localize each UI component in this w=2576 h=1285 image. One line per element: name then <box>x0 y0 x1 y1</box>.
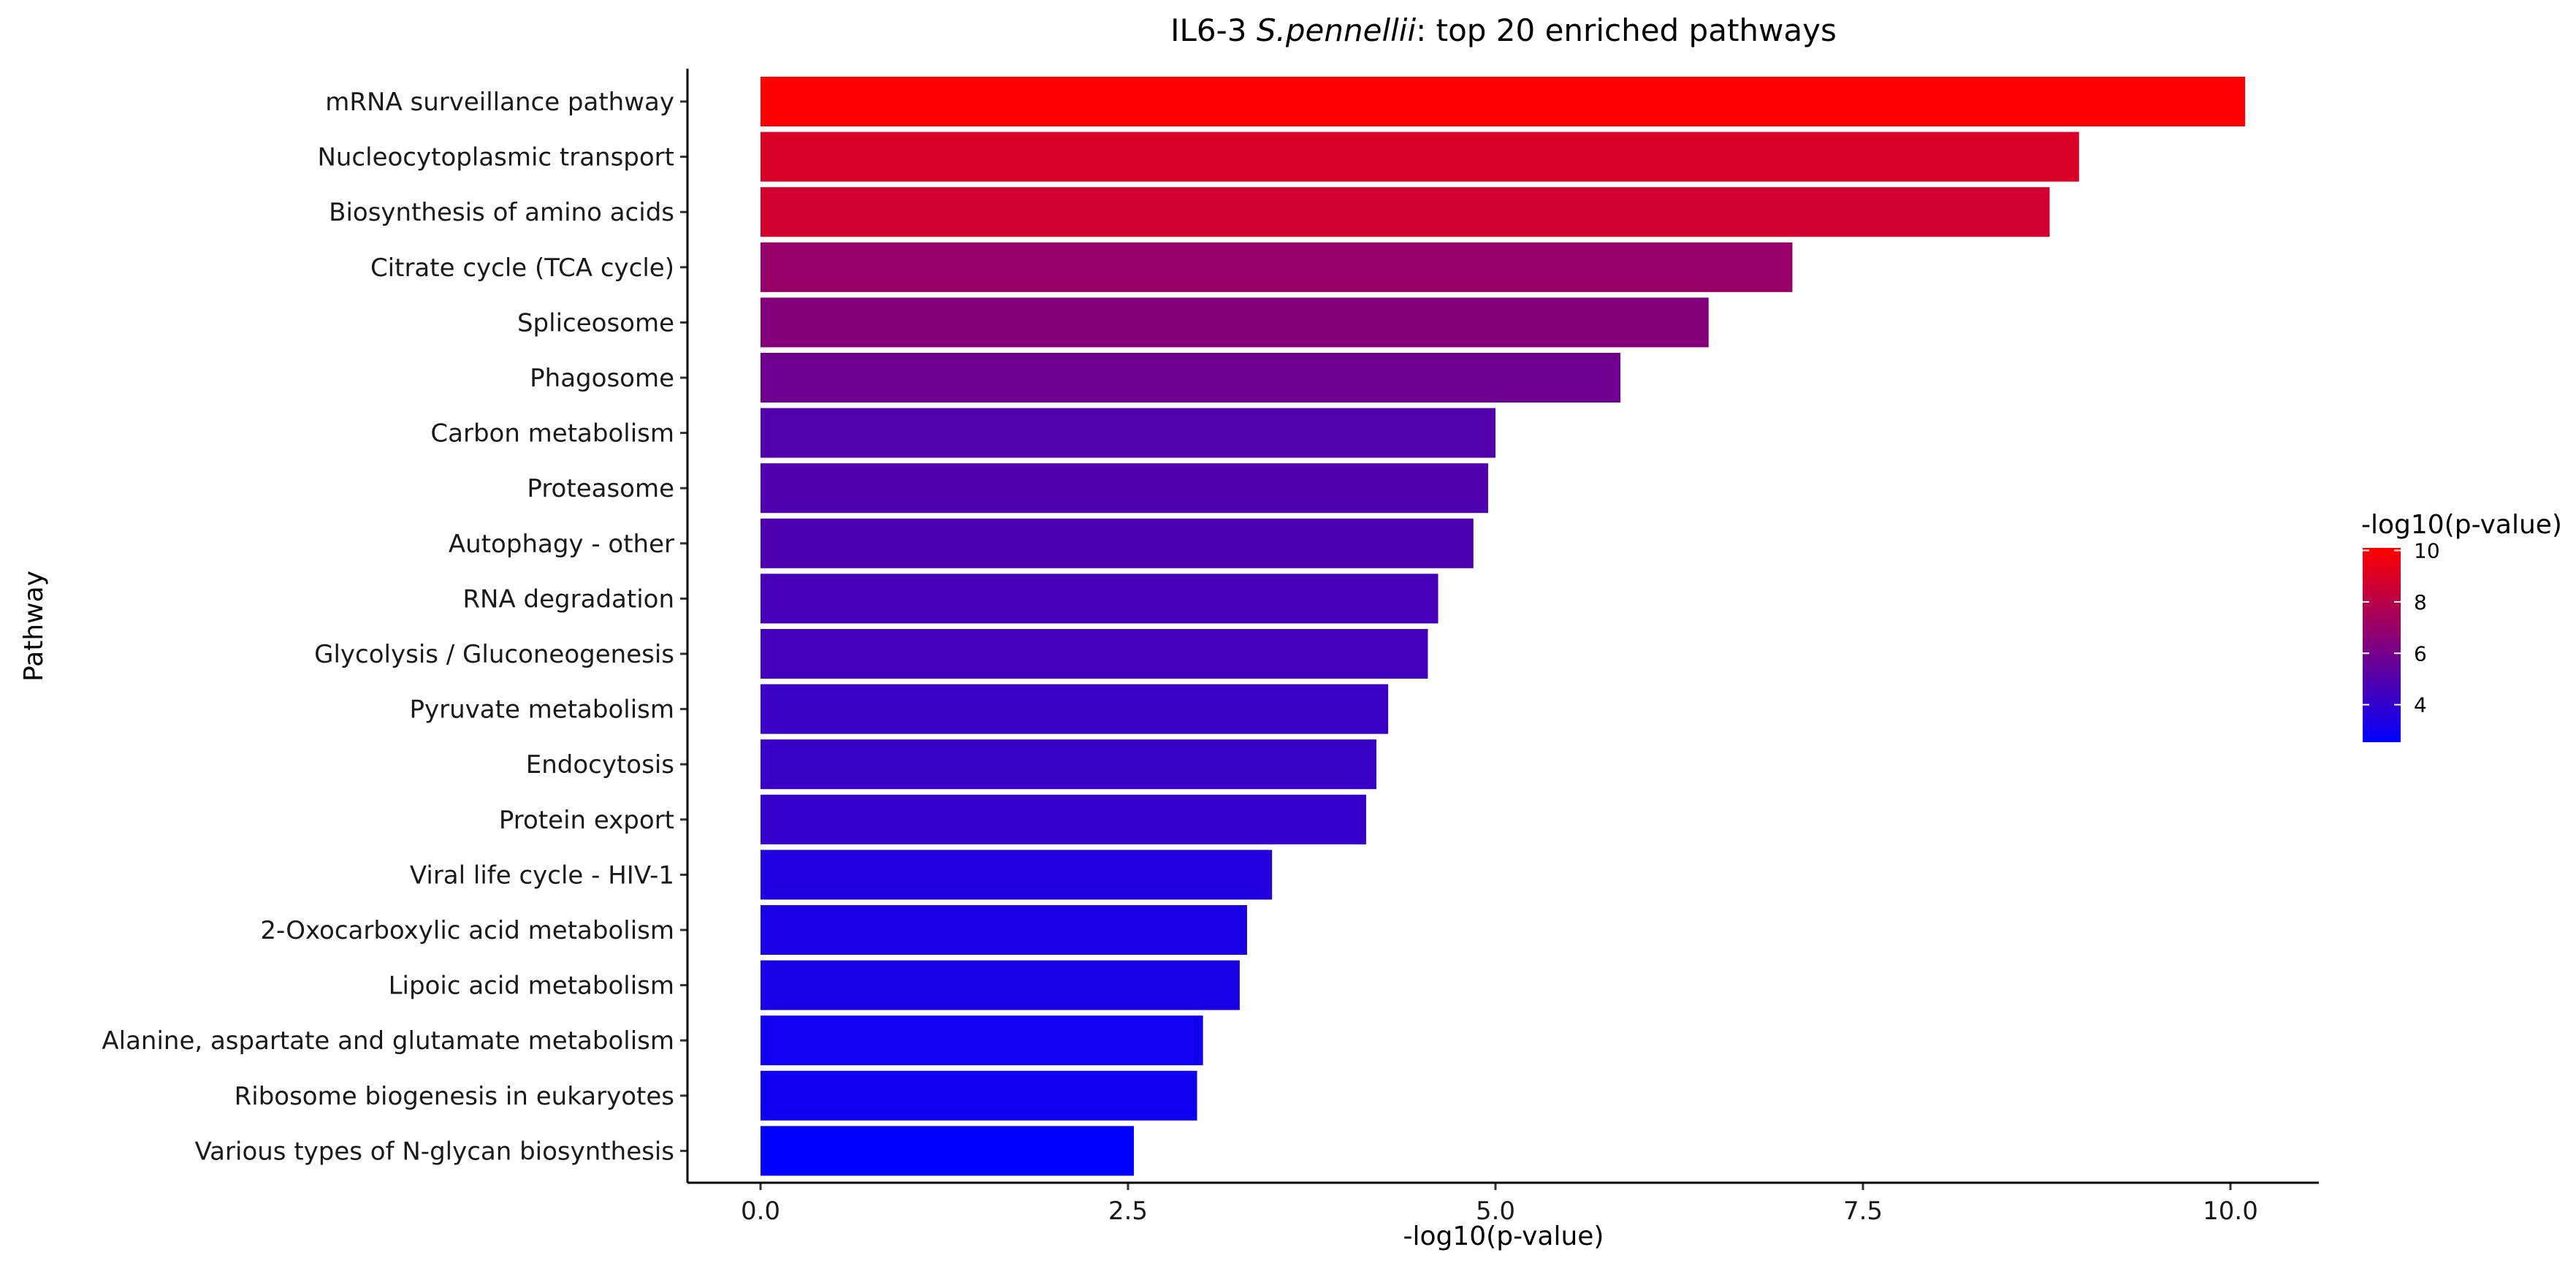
x-tick-label: 5.0 <box>1476 1197 1515 1226</box>
bars-group <box>761 77 2246 1176</box>
chart-title-species: S.pennellii <box>1257 12 1417 48</box>
bar-lipoic-acid-metabolism <box>761 960 1240 1010</box>
y-tick-label-lipoic-acid-metabolism: Lipoic acid metabolism <box>389 972 674 1001</box>
y-tick-label-2-oxocarboxylic-acid-metabolism: 2-Oxocarboxylic acid metabolism <box>260 916 674 945</box>
legend-tick-label: 10 <box>2414 539 2440 563</box>
legend-tick-label: 8 <box>2414 590 2427 614</box>
bar-phagosome <box>761 353 1621 403</box>
y-axis-title: Pathway <box>19 571 49 682</box>
y-tick-label-viral-life-cycle-hiv-1: Viral life cycle - HIV-1 <box>410 861 674 890</box>
x-axis-title: -log10(p-value) <box>1403 1221 1604 1251</box>
y-tick-label-biosynthesis-of-amino-acids: Biosynthesis of amino acids <box>329 198 674 227</box>
bar-endocytosis <box>761 739 1377 790</box>
y-tick-label-mrna-surveillance-pathway: mRNA surveillance pathway <box>325 88 674 117</box>
bar-carbon-metabolism <box>761 408 1495 458</box>
bar-viral-life-cycle-hiv-1 <box>761 850 1273 900</box>
x-tick-label: 0.0 <box>741 1197 780 1226</box>
bar-nucleocytoplasmic-transport <box>761 131 2079 182</box>
y-tick-label-rna-degradation: RNA degradation <box>462 584 674 614</box>
y-tick-label-ribosome-biogenesis-in-eukaryotes: Ribosome biogenesis in eukaryotes <box>235 1082 674 1111</box>
chart-title-prefix: IL6-3 <box>1170 12 1246 48</box>
bar-various-types-of-n-glycan-biosynthesis <box>761 1126 1135 1176</box>
bar-2-oxocarboxylic-acid-metabolism <box>761 905 1247 955</box>
y-tick-label-glycolysis-gluconeogenesis: Glycolysis / Gluconeogenesis <box>314 640 674 669</box>
chart-title: IL6-3 S.pennellii: top 20 enriched pathw… <box>1170 12 1837 48</box>
y-tick-label-pyruvate-metabolism: Pyruvate metabolism <box>410 695 674 725</box>
x-tick-label: 2.5 <box>1108 1197 1148 1226</box>
x-tick-label: 10.0 <box>2203 1197 2258 1226</box>
y-axis-ticks: mRNA surveillance pathway Nucleocytoplasm… <box>102 88 687 1166</box>
y-tick-label-various-types-of-n-glycan-biosynthesis: Various types of N-glycan biosynthesis <box>195 1137 674 1166</box>
bar-citrate-cycle-tca-cycle <box>761 242 1793 292</box>
bar-alanine-aspartate-and-glutamate-metabolism <box>761 1015 1203 1066</box>
legend-colorbar <box>2363 548 2401 742</box>
y-tick-label-alanine-aspartate-and-glutamate-metabolism: Alanine, aspartate and glutamate metabol… <box>102 1026 674 1056</box>
bar-biosynthesis-of-amino-acids <box>761 187 2050 237</box>
bar-pyruvate-metabolism <box>761 684 1389 734</box>
bar-autophagy-other <box>761 518 1474 568</box>
bar-rna-degradation <box>761 573 1438 624</box>
legend-title: -log10(p-value) <box>2361 510 2562 540</box>
x-tick-label: 7.5 <box>1843 1197 1883 1226</box>
y-tick-label-proteasome: Proteasome <box>527 474 674 503</box>
y-tick-label-carbon-metabolism: Carbon metabolism <box>430 419 674 449</box>
legend-ticks: 4 6 8 10 <box>2363 539 2440 717</box>
bar-mrna-surveillance-pathway <box>761 77 2246 126</box>
y-tick-label-autophagy-other: Autophagy - other <box>449 530 674 559</box>
y-tick-label-citrate-cycle-tca-cycle: Citrate cycle (TCA cycle) <box>370 253 674 283</box>
y-tick-label-spliceosome: Spliceosome <box>517 308 674 338</box>
bar-protein-export <box>761 794 1366 844</box>
legend-tick-label: 4 <box>2414 693 2427 717</box>
bar-glycolysis-gluconeogenesis <box>761 629 1428 679</box>
x-axis-ticks: 0.0 2.5 5.0 7.5 10.0 <box>741 1183 2258 1226</box>
bar-proteasome <box>761 463 1488 514</box>
y-tick-label-phagosome: Phagosome <box>530 364 674 393</box>
y-tick-label-endocytosis: Endocytosis <box>526 750 674 779</box>
chart-title-suffix: : top 20 enriched pathways <box>1416 12 1837 48</box>
legend-tick-label: 6 <box>2414 641 2427 666</box>
bar-ribosome-biogenesis-in-eukaryotes <box>761 1070 1197 1121</box>
y-tick-label-protein-export: Protein export <box>499 806 674 835</box>
bar-spliceosome <box>761 297 1709 348</box>
y-tick-label-nucleocytoplasmic-transport: Nucleocytoplasmic transport <box>317 143 674 172</box>
